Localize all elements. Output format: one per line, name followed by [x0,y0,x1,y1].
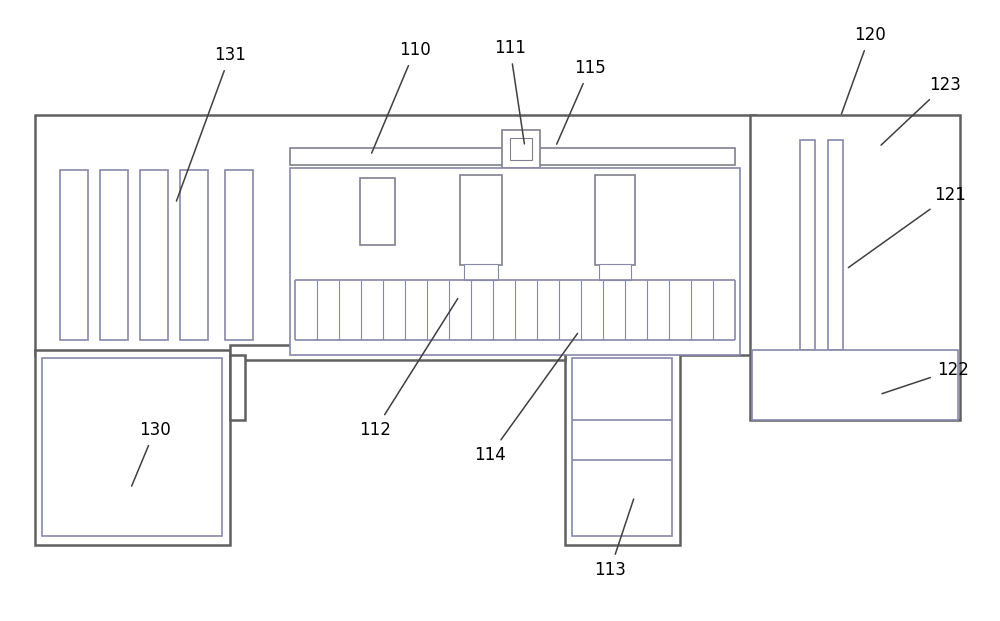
Text: 111: 111 [494,39,526,144]
Text: 114: 114 [474,333,578,464]
Bar [599,264,631,280]
Bar [140,170,168,340]
Bar [595,175,635,265]
Bar [800,140,815,350]
Bar [225,170,253,340]
Bar [60,170,88,340]
Bar [510,138,532,160]
Text: 121: 121 [848,186,966,268]
Text: 122: 122 [882,361,969,394]
Text: 115: 115 [557,59,606,144]
Bar [360,178,395,245]
Bar [565,350,680,545]
Bar [230,355,245,420]
Text: 131: 131 [176,46,246,201]
Bar [464,264,498,280]
Bar [100,170,128,340]
Bar [752,350,958,420]
Bar [290,148,735,165]
Bar [502,130,540,168]
Text: 123: 123 [881,76,961,145]
Text: 120: 120 [841,26,886,114]
Bar [460,175,502,265]
Text: 130: 130 [132,421,171,486]
Bar [35,115,755,355]
Bar [572,358,672,536]
Bar [42,358,222,536]
Bar [180,170,208,340]
Text: 112: 112 [359,299,458,439]
Bar [290,168,740,355]
Bar [230,345,565,360]
Text: 113: 113 [594,499,634,579]
Bar [750,115,960,420]
Bar [35,350,230,545]
Bar [828,140,843,350]
Text: 110: 110 [372,41,431,153]
